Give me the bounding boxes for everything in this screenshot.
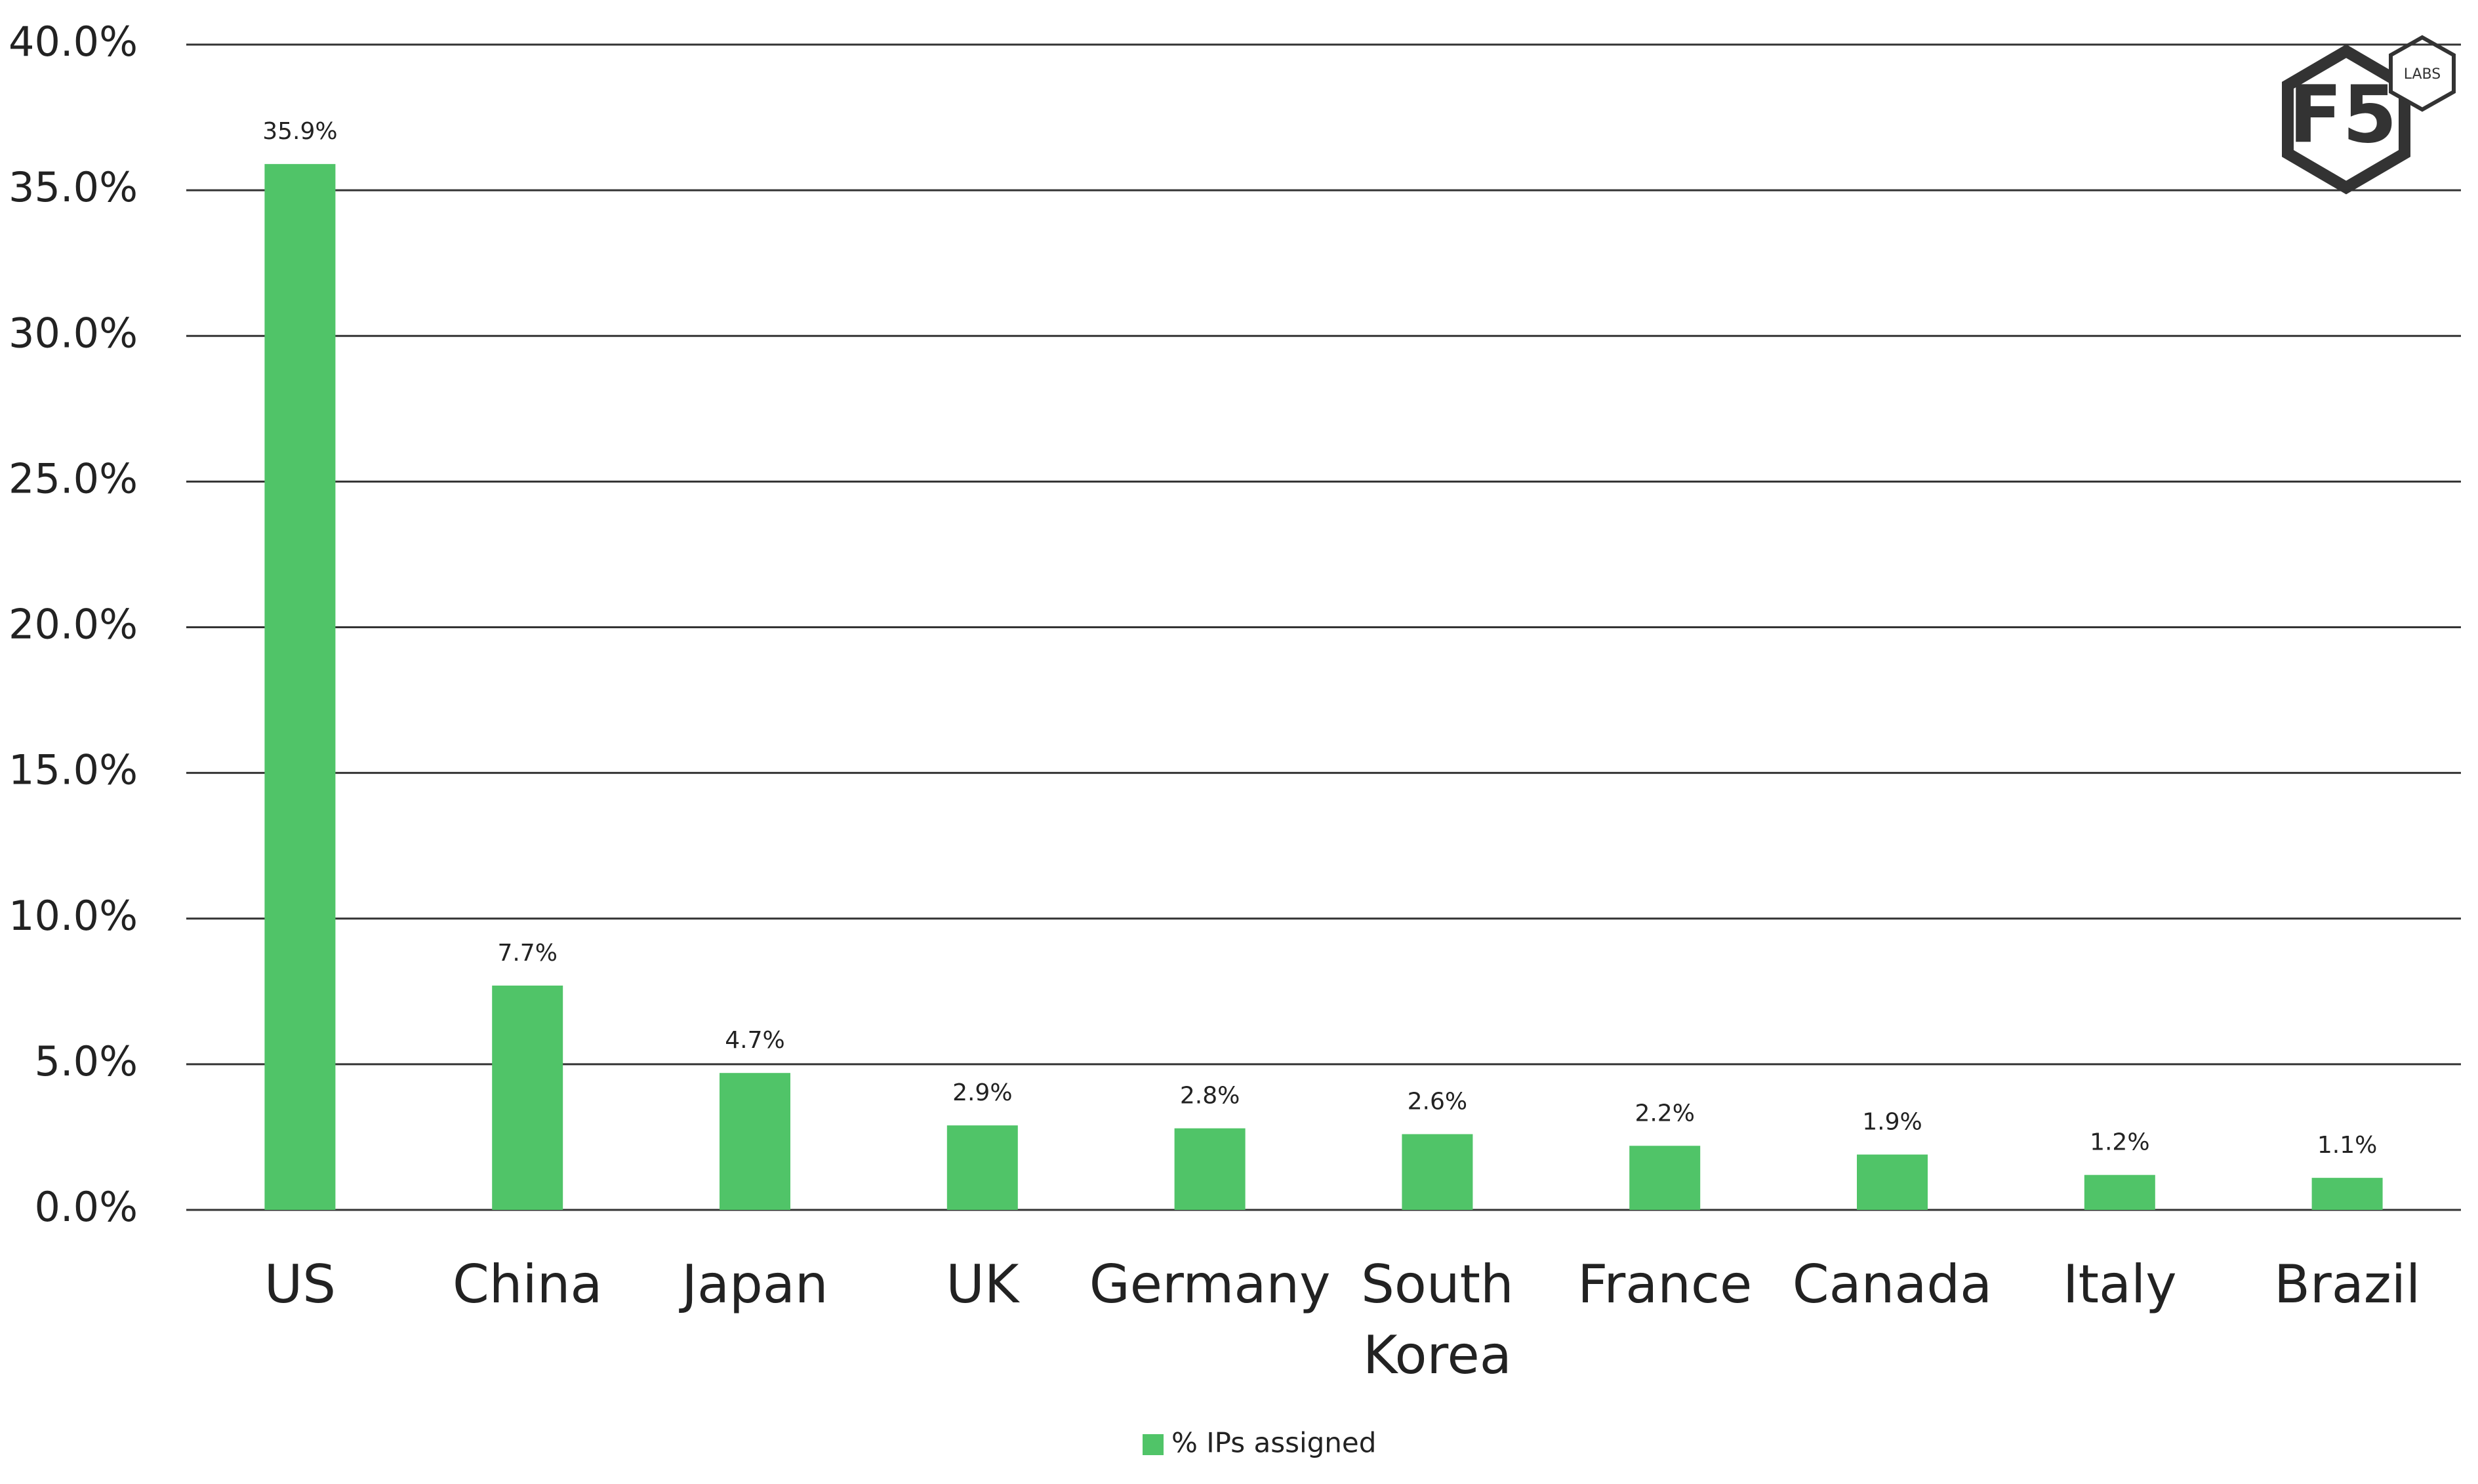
bar [1629,1146,1701,1210]
bar [2084,1174,2155,1210]
legend-swatch [1143,1434,1164,1455]
logo: F5 LABS [2282,35,2456,195]
x-tick-label: Brazil [2273,1254,2421,1315]
x-tick-label-box: Germany [1089,1254,1331,1315]
x-tick-label-box: South Korea [1361,1254,1514,1386]
bar [1174,1128,1246,1210]
data-label: 2.2% [1635,1100,1694,1127]
data-label: 2.6% [1408,1088,1467,1115]
bar [2311,1178,2383,1210]
x-tick-label-box: Canada [1792,1254,1993,1315]
x-tick-label: US [264,1254,336,1315]
x-tick-label-box: US [264,1254,336,1315]
x-tick-label: France [1577,1254,1753,1315]
y-tick-label: 20.0% [9,601,138,649]
logo-text: F5 [2288,70,2397,161]
bar [264,164,336,1211]
data-label: 2.8% [1180,1083,1240,1110]
y-tick-label: 40.0% [9,18,138,66]
x-tick-label-box: Japan [681,1254,828,1315]
bar [720,1073,790,1210]
data-label: 2.9% [952,1079,1012,1106]
data-label: 35.9% [262,118,337,145]
bar [946,1125,1018,1210]
logo-badge-text: LABS [2404,66,2441,83]
bar [1857,1154,1928,1210]
y-tick-label: 15.0% [9,746,138,794]
data-label: 4.7% [725,1027,784,1054]
y-tick-label: 25.0% [9,454,138,502]
x-tick-label: UK [946,1254,1019,1315]
x-tick-label-box: Brazil [2273,1254,2421,1315]
y-tick-label: 5.0% [34,1037,138,1085]
data-label: 7.7% [497,940,557,967]
data-label: 1.2% [2090,1129,2149,1156]
x-tick-label-box: China [452,1254,603,1315]
y-tick-label: 0.0% [34,1183,138,1231]
legend-label: % IPs assigned [1171,1427,1376,1459]
x-tick-label-box: Italy [2063,1254,2177,1315]
x-tick-label-box: UK [946,1254,1019,1315]
x-tick-label: Japan [681,1254,828,1315]
x-tick-label: Germany [1089,1254,1331,1315]
bar [1402,1134,1473,1210]
x-tick-label: Canada [1792,1254,1993,1315]
data-label: 1.9% [1862,1109,1922,1136]
bar [492,985,563,1210]
x-tick-label: Italy [2063,1254,2177,1315]
y-tick-label: 30.0% [9,309,138,357]
y-tick-label: 10.0% [9,892,138,940]
x-tick-label: China [452,1254,603,1315]
x-tick-label-box: France [1577,1254,1753,1315]
x-tick-label: South Korea [1361,1254,1514,1386]
y-tick-label: 35.0% [9,163,138,211]
data-label: 1.1% [2317,1132,2377,1159]
logo-badge-hexagon [2389,35,2456,112]
